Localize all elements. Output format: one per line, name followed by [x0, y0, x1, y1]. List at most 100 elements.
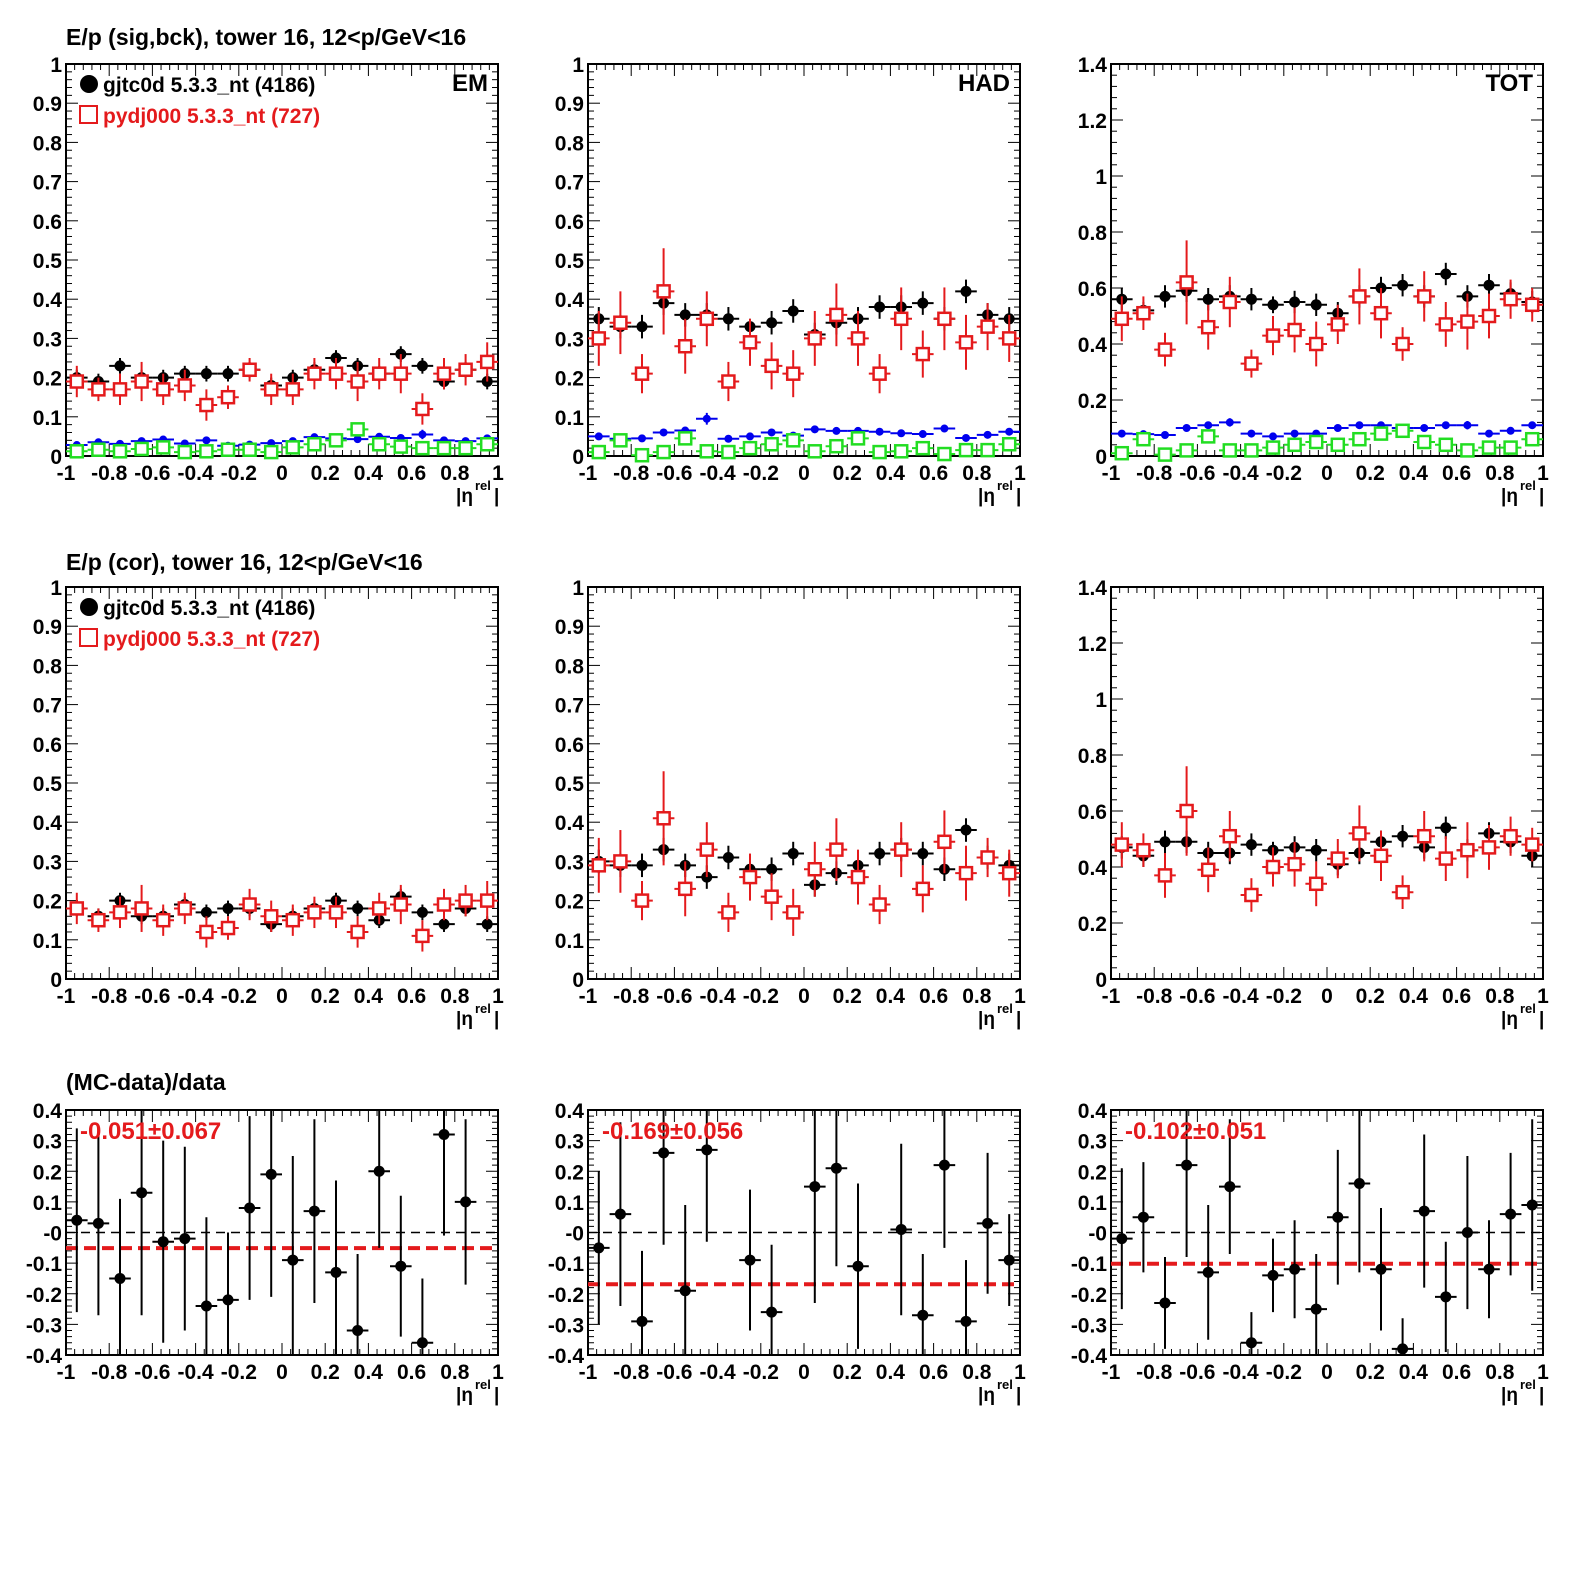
x-tick-label: 1: [492, 1361, 504, 1384]
data-point: [810, 425, 819, 434]
data-point: [832, 426, 841, 435]
x-tick-label: 0.4: [876, 462, 906, 485]
data-point: [200, 368, 212, 380]
x-tick-label: 0.6: [397, 985, 426, 1008]
y-tick-label: 0.6: [555, 734, 584, 757]
data-point: [1245, 839, 1257, 851]
data-point: [371, 901, 387, 916]
x-tick-label: 1: [1537, 985, 1549, 1008]
x-axis-label-sup: rel: [475, 478, 491, 493]
x-tick-label: 0.6: [397, 462, 426, 485]
data-point: [1308, 434, 1324, 450]
data-point: [764, 889, 779, 904]
data-point: [1244, 443, 1259, 458]
x-tick-label: -0.6: [1179, 1361, 1215, 1384]
plot-frame: [587, 63, 1021, 457]
data-point: [1460, 443, 1475, 458]
data-point: [1136, 305, 1151, 321]
x-tick-label: 0: [1321, 985, 1333, 1008]
y-tick-label: 0.9: [33, 93, 62, 116]
y-tick-label: -0.1: [1071, 1253, 1108, 1276]
data-point: [1524, 837, 1540, 852]
x-tick-label: -0.4: [178, 462, 215, 485]
data-point: [393, 897, 409, 912]
data-point: [92, 1217, 104, 1229]
data-point: [91, 382, 106, 397]
data-point: [371, 436, 387, 452]
data-point: [766, 1306, 778, 1318]
data-point: [874, 848, 886, 860]
y-tick-label: 0.1: [555, 1192, 585, 1215]
plot-frame: [1110, 63, 1544, 457]
x-axis-label-close: |: [1016, 1385, 1021, 1406]
y-tick-label: 0.5: [555, 250, 585, 273]
data-point: [677, 881, 693, 897]
x-axis-label-sup: rel: [997, 1377, 1013, 1392]
y-tick-label: 0.4: [1078, 334, 1108, 357]
data-point: [1204, 421, 1213, 430]
y-tick-label: 1: [50, 54, 62, 77]
data-point: [1373, 426, 1389, 441]
data-point: [829, 842, 844, 857]
data-point: [222, 368, 234, 380]
x-tick-label: -0.6: [656, 985, 692, 1008]
data-point: [746, 432, 754, 441]
x-tick-label: 1: [1014, 462, 1026, 485]
y-tick-label: 0.6: [555, 211, 584, 234]
x-tick-label: -0.6: [656, 462, 692, 485]
data-point: [785, 433, 801, 448]
data-point: [960, 285, 972, 297]
y-tick-label: 0.7: [555, 695, 584, 718]
data-point: [767, 428, 776, 437]
x-tick-label: 0.6: [919, 985, 948, 1008]
data-point: [1290, 429, 1299, 438]
x-tick-label: -0.6: [134, 985, 170, 1008]
data-point: [155, 382, 171, 397]
x-axis-label: |η: [456, 1385, 473, 1406]
data-point: [460, 1196, 472, 1208]
data-point: [766, 863, 778, 875]
data-point: [1202, 1266, 1214, 1278]
x-axis-label-sup: rel: [997, 478, 1013, 493]
data-point: [458, 362, 473, 378]
y-tick-label: 1: [1095, 689, 1107, 712]
y-tick-label: 0.2: [555, 368, 584, 391]
y-tick-label: 0: [572, 969, 584, 992]
data-point: [1375, 1263, 1387, 1275]
data-point: [1481, 440, 1497, 455]
data-point: [614, 1208, 626, 1220]
data-point: [263, 382, 279, 397]
x-tick-label: -0.2: [1266, 462, 1302, 485]
data-point: [722, 851, 734, 863]
data-point: [1265, 440, 1281, 455]
series-mc: [588, 248, 1020, 402]
data-point: [1485, 429, 1493, 438]
x-tick-label: -0.2: [1266, 985, 1302, 1008]
x-tick-label: 0.2: [1356, 462, 1385, 485]
y-tick-label: 0.2: [555, 891, 584, 914]
y-tick-label: 0.3: [33, 851, 62, 874]
y-tick-label: 0.4: [555, 289, 585, 312]
data-point: [436, 366, 452, 381]
data-point: [1395, 884, 1410, 900]
data-point: [1330, 851, 1346, 866]
data-point: [830, 1162, 842, 1174]
data-point: [958, 865, 974, 881]
x-axis-label-close: |: [1539, 486, 1544, 507]
y-tick-label: 0: [1095, 969, 1107, 992]
data-point: [1332, 1211, 1344, 1223]
y-tick-label: 0.4: [33, 1100, 63, 1123]
x-tick-label: -0.4: [178, 985, 215, 1008]
x-axis-label: |η: [978, 1385, 995, 1406]
data-point: [591, 858, 607, 873]
data-point: [1352, 289, 1367, 304]
data-point: [1222, 294, 1238, 310]
data-point: [982, 1217, 994, 1229]
data-point: [937, 311, 952, 327]
data-point: [1463, 421, 1472, 430]
x-tick-label: 0: [1321, 1361, 1333, 1384]
x-tick-label: -0.4: [700, 1361, 737, 1384]
data-point: [917, 297, 929, 309]
x-axis-label: |η: [978, 486, 995, 507]
data-point: [724, 434, 733, 443]
